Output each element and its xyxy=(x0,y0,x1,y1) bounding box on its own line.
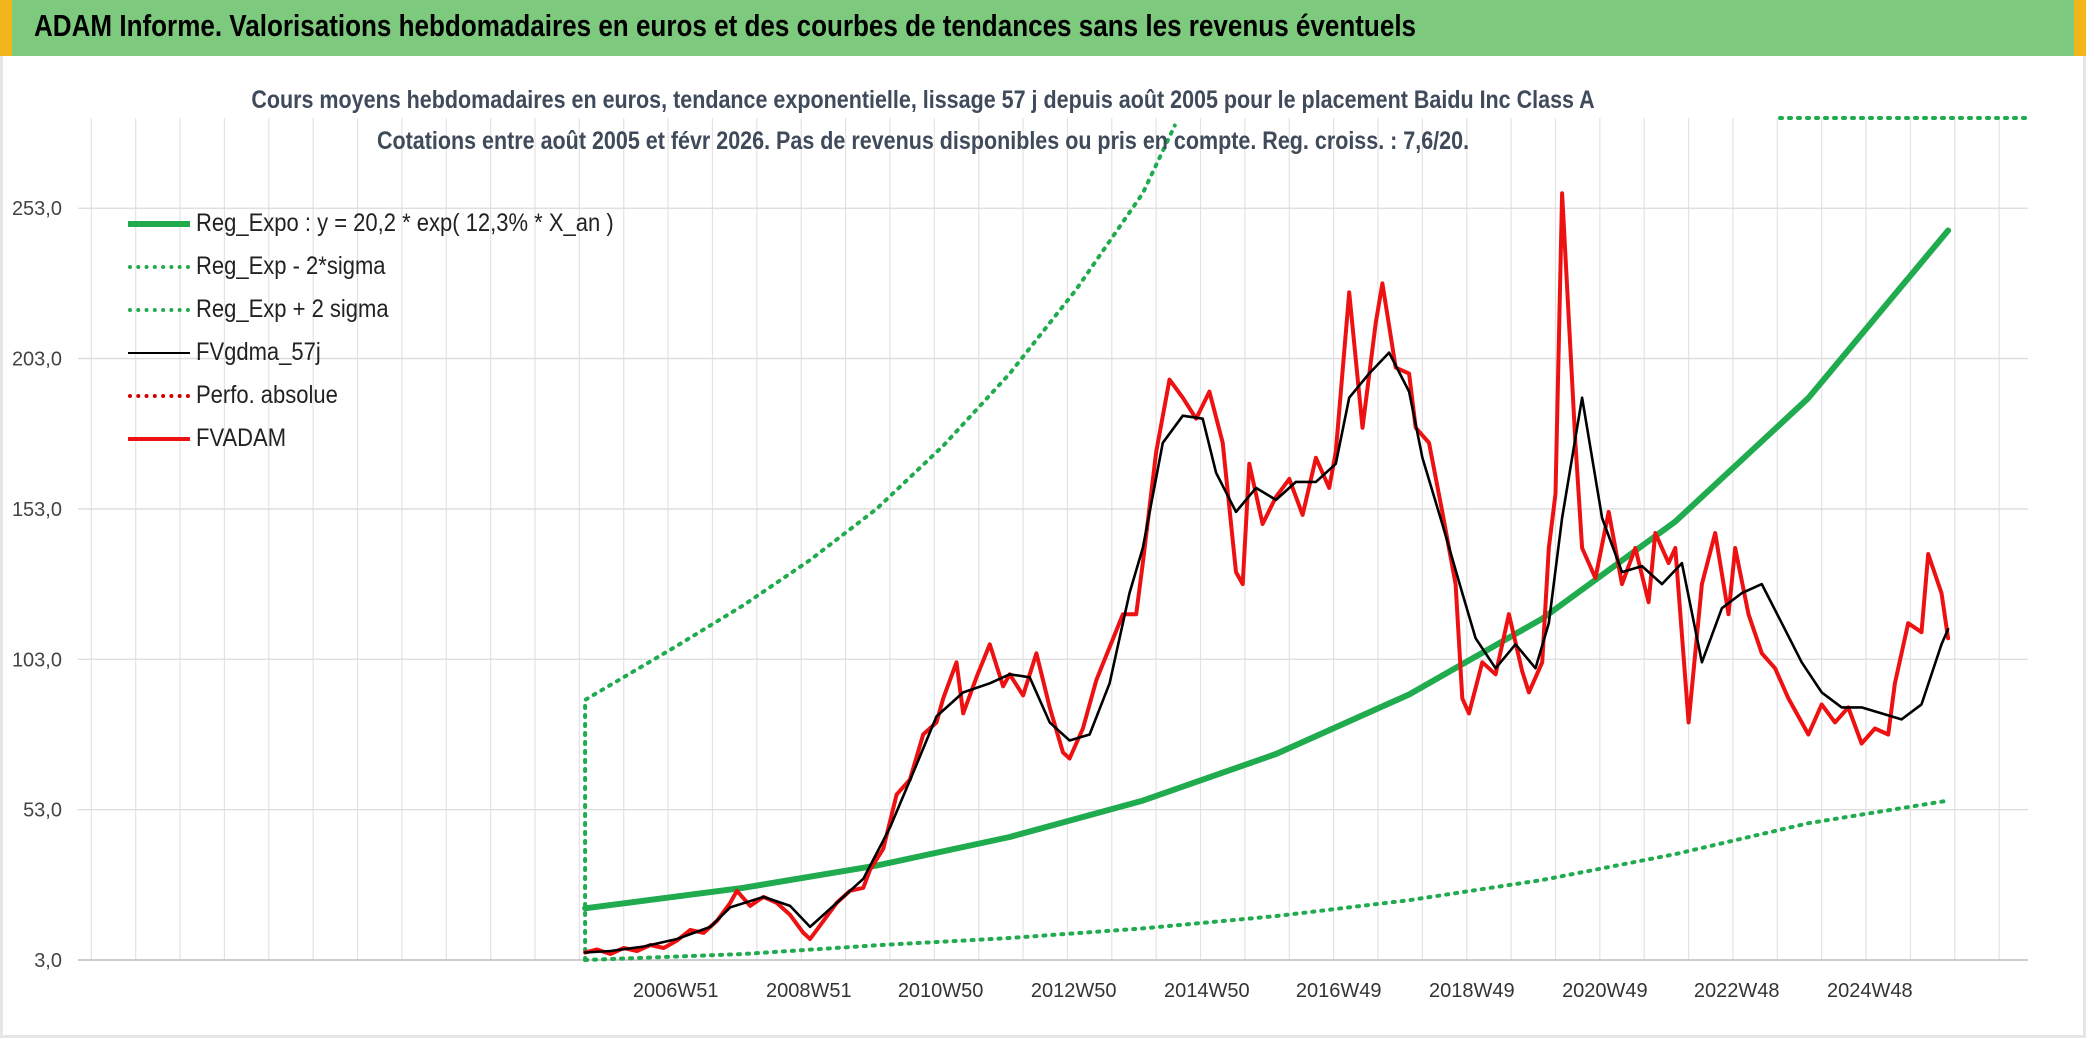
legend-item: Reg_Expo : y = 20,2 * exp( 12,3% * X_an … xyxy=(128,202,671,245)
x-tick-label: 2022W48 xyxy=(1694,980,1780,1002)
series-line-3 xyxy=(583,351,1950,954)
legend-swatch xyxy=(128,264,190,269)
legend-swatch xyxy=(128,393,190,398)
header-bar-fill xyxy=(12,0,2074,50)
x-tick-label: 2018W49 xyxy=(1429,980,1515,1002)
series-line-0 xyxy=(582,227,1952,912)
legend-label: Perfo. absolue xyxy=(196,381,338,409)
legend-swatch xyxy=(128,307,190,312)
legend-label: FVADAM xyxy=(196,424,287,452)
series-line-1 xyxy=(583,798,1951,962)
chart-title: Cours moyens hebdomadaires en euros, ten… xyxy=(251,86,1595,114)
legend-swatch xyxy=(128,436,190,441)
y-tick-label: 253,0 xyxy=(12,198,62,220)
header-bar: ADAM Informe. Valorisations hebdomadaire… xyxy=(0,0,2086,56)
legend-swatch xyxy=(128,220,190,227)
legend-item: FVADAM xyxy=(128,417,671,460)
report-title: ADAM Informe. Valorisations hebdomadaire… xyxy=(34,8,1417,43)
x-tick-label: 2008W51 xyxy=(766,980,852,1002)
y-tick-label: 103,0 xyxy=(12,649,62,671)
legend-label: Reg_Expo : y = 20,2 * exp( 12,3% * X_an … xyxy=(196,209,614,237)
legend-label: Reg_Exp + 2 sigma xyxy=(196,295,389,323)
legend-item: FVgdma_57j xyxy=(128,331,671,374)
x-tick-label: 2006W51 xyxy=(633,980,719,1002)
legend-swatch xyxy=(128,351,190,354)
chart-subtitle: Cotations entre août 2005 et févr 2026. … xyxy=(376,127,1470,155)
legend-item: Reg_Exp - 2*sigma xyxy=(128,245,671,288)
series-line-5 xyxy=(583,191,1951,956)
y-tick-label: 53,0 xyxy=(23,800,62,822)
series-line-2 xyxy=(583,123,1177,962)
x-tick-label: 2016W49 xyxy=(1296,980,1382,1002)
x-tick-label: 2020W49 xyxy=(1562,980,1648,1002)
y-tick-label: 203,0 xyxy=(12,349,62,371)
x-tick-label: 2024W48 xyxy=(1827,980,1913,1002)
legend-label: FVgdma_57j xyxy=(196,338,321,366)
y-tick-label: 153,0 xyxy=(12,499,62,521)
x-tick-label: 2010W50 xyxy=(898,980,984,1002)
legend-label: Reg_Exp - 2*sigma xyxy=(196,252,386,280)
legend-item: Reg_Exp + 2 sigma xyxy=(128,288,671,331)
chart-legend: Reg_Expo : y = 20,2 * exp( 12,3% * X_an … xyxy=(128,202,671,460)
x-tick-label: 2012W50 xyxy=(1031,980,1117,1002)
x-tick-label: 2014W50 xyxy=(1164,980,1250,1002)
y-tick-label: 3,0 xyxy=(34,950,62,972)
legend-item: Perfo. absolue xyxy=(128,374,671,417)
